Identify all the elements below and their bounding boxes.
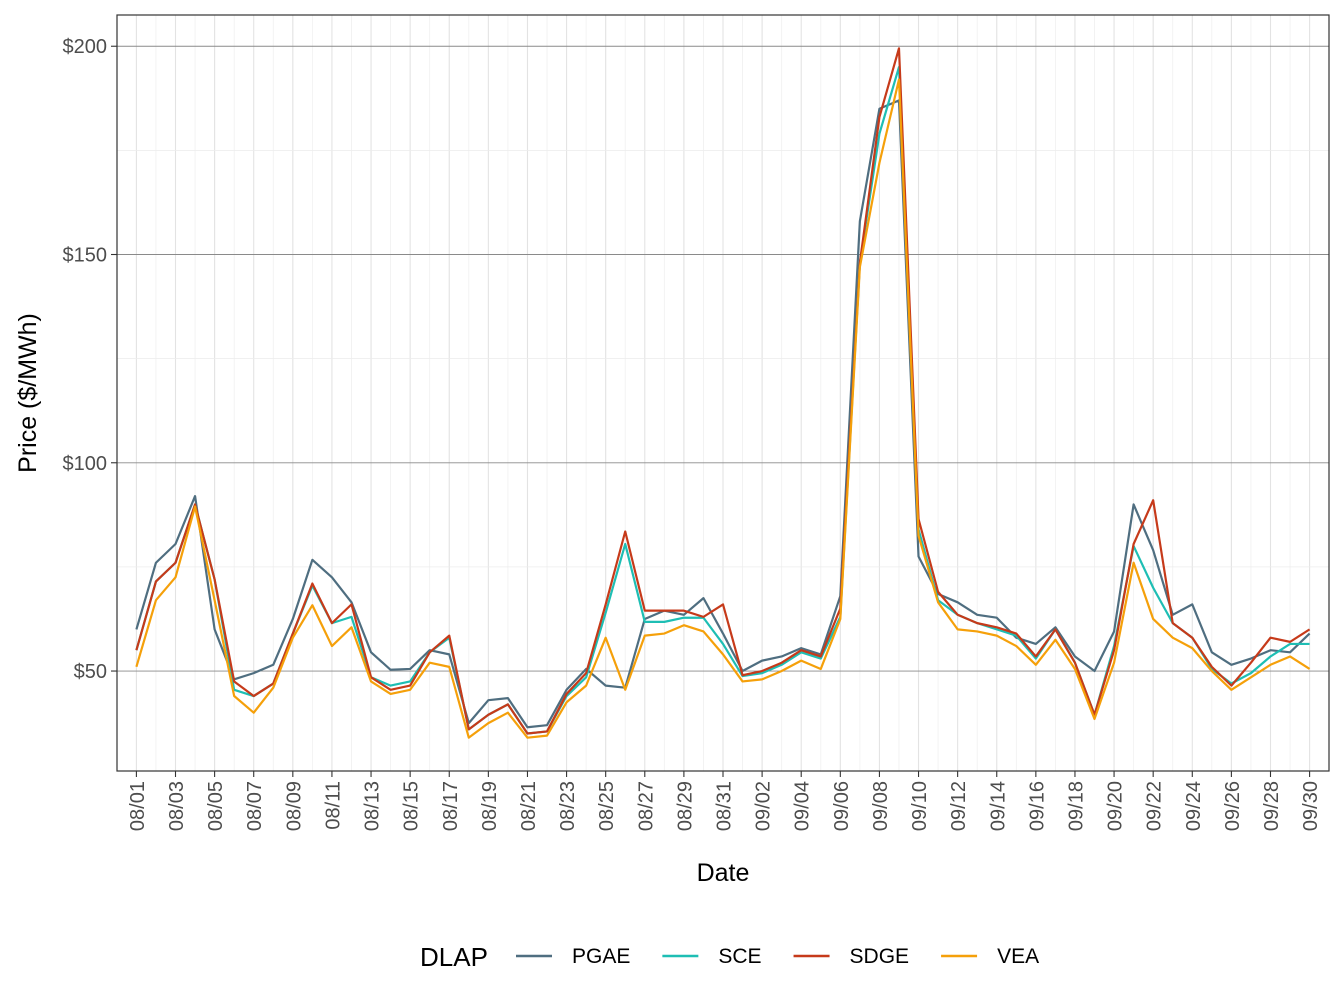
x-tick-label: 09/02 bbox=[753, 781, 775, 831]
x-tick-label: 09/18 bbox=[1065, 781, 1087, 831]
x-tick-label: 08/23 bbox=[557, 781, 579, 831]
x-tick-label: 09/10 bbox=[909, 781, 931, 831]
legend-label-sce: SCE bbox=[718, 945, 761, 968]
x-tick-label: 09/22 bbox=[1144, 781, 1166, 831]
legend-label-vea: VEA bbox=[997, 945, 1039, 968]
series-line-sdge bbox=[135, 47, 1311, 735]
x-tick-label: 08/19 bbox=[479, 781, 501, 831]
x-axis-title: Date bbox=[697, 859, 750, 887]
x-tick-label: 08/31 bbox=[714, 781, 736, 831]
legend: DLAP PGAE SCE SDGE VEA bbox=[420, 942, 1039, 972]
x-tick-label: 09/30 bbox=[1300, 781, 1322, 831]
major-grid bbox=[117, 45, 1329, 672]
legend-label-sdge: SDGE bbox=[850, 945, 910, 968]
legend-title: DLAP bbox=[420, 942, 488, 972]
x-tick-label: 09/04 bbox=[792, 781, 814, 831]
series-lines bbox=[135, 47, 1311, 739]
series-line-vea bbox=[135, 78, 1311, 739]
x-tick-label: 08/03 bbox=[166, 781, 188, 831]
x-axis: 08/01 08/03 08/05 08/07 08/09 08/11 08/13 08/15… bbox=[127, 771, 1322, 831]
y-tick-label: $100 bbox=[63, 453, 108, 475]
x-tick-label: 09/26 bbox=[1222, 781, 1244, 831]
y-tick-label: $200 bbox=[63, 36, 108, 58]
legend-label-pgae: PGAE bbox=[572, 945, 630, 968]
x-tick-label: 09/16 bbox=[1026, 781, 1048, 831]
x-tick-label: 09/24 bbox=[1183, 781, 1205, 831]
series-line-pgae bbox=[135, 99, 1311, 729]
x-tick-label: 08/21 bbox=[518, 781, 540, 831]
x-tick-label: 08/01 bbox=[127, 781, 149, 831]
y-axis: $50 $100 $150 $200 bbox=[63, 36, 117, 683]
x-tick-label: 08/27 bbox=[635, 781, 657, 831]
x-tick-label: 08/29 bbox=[674, 781, 696, 831]
x-tick-label: 09/20 bbox=[1105, 781, 1127, 831]
x-tick-label: 09/12 bbox=[948, 781, 970, 831]
y-tick-label: $150 bbox=[63, 245, 108, 267]
x-tick-label: 08/25 bbox=[596, 781, 618, 831]
legend-items: PGAE SCE SDGE VEA bbox=[516, 945, 1039, 968]
x-tick-label: 08/13 bbox=[362, 781, 384, 831]
x-tick-label: 08/07 bbox=[244, 781, 266, 831]
x-tick-label: 08/17 bbox=[440, 781, 462, 831]
x-tick-label: 09/06 bbox=[831, 781, 853, 831]
x-tick-label: 09/28 bbox=[1261, 781, 1283, 831]
y-tick-label: $50 bbox=[74, 661, 107, 683]
x-tick-label: 09/08 bbox=[870, 781, 892, 831]
x-tick-label: 08/09 bbox=[283, 781, 305, 831]
y-axis-title: Price ($/MWh) bbox=[14, 313, 42, 473]
x-tick-label: 08/05 bbox=[205, 781, 227, 831]
x-tick-label: 08/11 bbox=[322, 781, 344, 830]
x-tick-label: 08/15 bbox=[401, 781, 423, 831]
x-tick-label: 09/14 bbox=[987, 781, 1009, 831]
